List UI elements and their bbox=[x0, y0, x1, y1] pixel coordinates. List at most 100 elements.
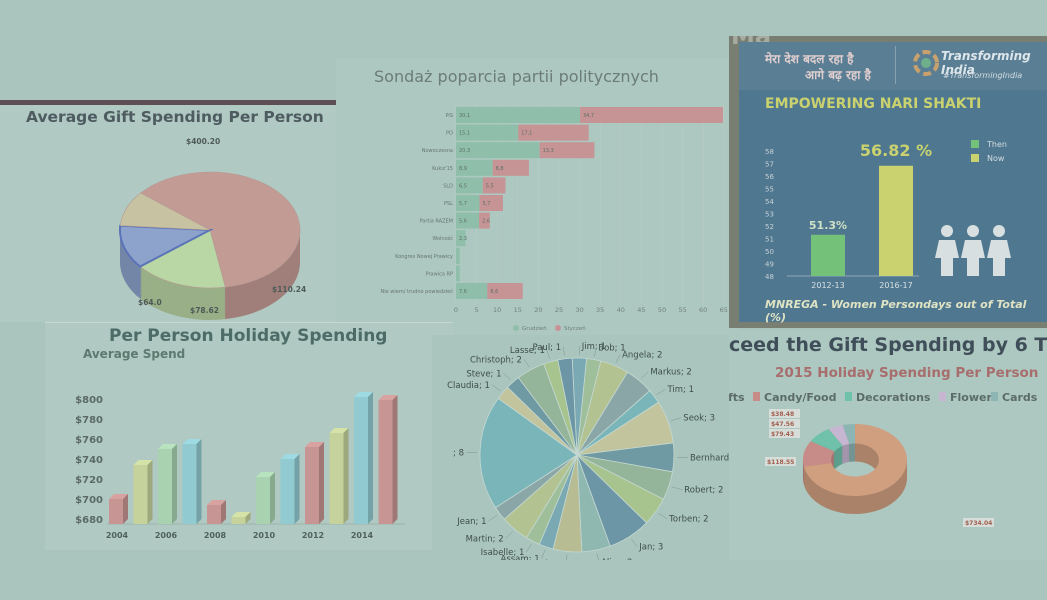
poll-bar-label: 8,9 bbox=[459, 166, 467, 172]
holiday-bar bbox=[109, 499, 123, 524]
names-slice-label: Angela; 2 bbox=[622, 351, 662, 361]
spend-slice-label: $47.56 bbox=[771, 421, 794, 428]
gift-slice-label: $400.20 bbox=[186, 137, 220, 146]
names-slice-label: Jean; 1 bbox=[456, 517, 486, 527]
gift-spending-panel: Average Gift Spending Per Person $400.20… bbox=[0, 100, 372, 322]
poll-x-tick: 40 bbox=[617, 306, 625, 314]
holiday-bar-side bbox=[295, 454, 300, 524]
holiday-bar-side bbox=[172, 444, 177, 524]
names-leader-line bbox=[631, 539, 637, 547]
poll-category-label: PSL bbox=[444, 201, 453, 207]
poll-x-tick: 15 bbox=[514, 306, 522, 314]
holiday-x-tick: 2012 bbox=[302, 531, 324, 540]
poll-bar-label: 15,1 bbox=[459, 131, 470, 137]
poll-category-label: Nie wiem/ trudno powiedzieć bbox=[381, 288, 454, 295]
poster-y-tick: 56 bbox=[765, 173, 774, 181]
holiday-bar bbox=[207, 505, 221, 524]
holiday-x-tick: 2010 bbox=[253, 531, 276, 540]
names-leader-line bbox=[566, 555, 567, 560]
poster-y-tick: 55 bbox=[765, 186, 774, 194]
holiday-bar bbox=[256, 477, 270, 524]
spend-legend-label: Decorations bbox=[856, 391, 931, 404]
poll-category-label: Nowoczesna bbox=[422, 148, 453, 154]
holiday-x-tick: 2008 bbox=[204, 531, 227, 540]
poll-bar-label: 20,3 bbox=[459, 148, 470, 154]
names-leader-line bbox=[492, 385, 500, 391]
poll-bar-label: 5,7 bbox=[459, 201, 467, 207]
poll-bar bbox=[456, 248, 460, 264]
names-slice-label: Alice; 2 bbox=[601, 558, 632, 560]
names-slice-label: Isabelle; 1 bbox=[481, 548, 525, 558]
poll-bar-chart: 0 5 10 15 20 25 30 35 40 45 50 55 60 65PiS 30,1 34,7PO 1… bbox=[336, 58, 738, 338]
names-slice-label: Torben; 2 bbox=[668, 515, 708, 525]
spend-donut-chart: fts Candy/Food Decorations Flowers Cards $73… bbox=[729, 330, 1047, 560]
poster-bar-chart: 58575655545352515049482012-13 2016-1751.3… bbox=[729, 36, 1047, 328]
names-leader-line bbox=[672, 487, 682, 490]
names-leader-line bbox=[597, 553, 599, 560]
poster-footer: MNREGA - Women Persondays out of Total (… bbox=[765, 298, 1047, 324]
spend-slice-label: $734.04 bbox=[965, 520, 992, 527]
spend-slice-label: $118.55 bbox=[767, 459, 794, 466]
names-leader-line bbox=[526, 544, 531, 552]
spend-legend-swatch bbox=[845, 392, 852, 401]
holiday-y-tick: $800 bbox=[75, 395, 103, 406]
holiday-spending-panel: Per Person Holiday Spending Average Spen… bbox=[45, 322, 453, 550]
spend-slice-label: $38.48 bbox=[771, 411, 794, 418]
poll-x-tick: 20 bbox=[534, 306, 542, 314]
holiday-y-tick: $760 bbox=[75, 435, 103, 446]
poll-bar-label: 5,5 bbox=[486, 183, 494, 189]
poll-panel: Sondaż poparcia partii politycznych 0 5 10… bbox=[336, 58, 738, 338]
poll-legend-swatch bbox=[513, 325, 519, 331]
poster-y-tick: 51 bbox=[765, 236, 774, 244]
poll-bar-label: 2,6 bbox=[482, 219, 490, 225]
poster-x-label: 2016-17 bbox=[879, 281, 912, 290]
spend-legend-label: Cards bbox=[1002, 391, 1038, 404]
poster-y-tick: 58 bbox=[765, 148, 774, 156]
holiday-bar bbox=[305, 447, 319, 524]
holiday-bar bbox=[379, 400, 393, 524]
poll-bar-label: 8,6 bbox=[490, 289, 498, 295]
names-leader-line bbox=[641, 371, 648, 378]
gift-pie-chart: $400.20 $110.24 $78.62 $64.0 bbox=[0, 100, 372, 322]
nari-shakti-poster: Ma मेरा देश बदल रहा है आगे बढ़ रहा है Tr… bbox=[729, 36, 1047, 328]
poll-bar-label: 34,7 bbox=[583, 113, 594, 119]
poll-x-tick: 5 bbox=[475, 306, 479, 314]
poll-category-label: SLD bbox=[443, 183, 453, 189]
holiday-bar bbox=[281, 459, 295, 524]
spending-2015-panel: ceed the Gift Spending by 6 Times 2015 H… bbox=[729, 330, 1047, 560]
poll-legend-label: Styczeń bbox=[564, 325, 586, 332]
poll-bar-label: 8,8 bbox=[496, 166, 504, 172]
names-slice-label: Jan; 3 bbox=[638, 543, 663, 553]
poster-y-tick: 53 bbox=[765, 211, 774, 219]
poll-legend-label: Grudzień bbox=[522, 325, 547, 332]
holiday-bar-side bbox=[393, 395, 398, 524]
poll-category-label: PO bbox=[446, 131, 453, 137]
names-slice-label: Seok; 3 bbox=[683, 414, 715, 424]
holiday-bar-side bbox=[197, 439, 202, 524]
gift-slice-label: $78.62 bbox=[190, 306, 219, 315]
poll-x-tick: 10 bbox=[493, 306, 501, 314]
holiday-bar bbox=[354, 397, 368, 524]
gift-slice-label: $110.24 bbox=[272, 285, 306, 294]
poster-legend-swatch bbox=[971, 154, 979, 162]
poll-x-tick: 35 bbox=[596, 306, 604, 314]
holiday-y-tick: $680 bbox=[75, 515, 103, 526]
holiday-y-tick: $780 bbox=[75, 415, 103, 426]
poll-x-tick: 25 bbox=[555, 306, 563, 314]
names-slice-label: Bernhard; 2 bbox=[690, 454, 732, 464]
poll-bar-label: 2,3 bbox=[459, 236, 467, 242]
names-leader-line bbox=[489, 515, 498, 520]
holiday-bar-side bbox=[123, 494, 128, 524]
poll-category-label: Kongres Nowej Prawicy bbox=[395, 254, 453, 260]
holiday-bar bbox=[183, 444, 197, 524]
holiday-bar bbox=[134, 465, 148, 524]
poll-bar-label: 13,3 bbox=[543, 148, 554, 154]
poll-bar-label: 30,1 bbox=[459, 113, 470, 119]
poll-bar-label: 7,6 bbox=[459, 289, 467, 295]
names-leader-line bbox=[616, 355, 620, 363]
names-leader-line bbox=[658, 513, 667, 518]
poll-bar bbox=[456, 265, 460, 281]
holiday-y-tick: $700 bbox=[75, 495, 103, 506]
